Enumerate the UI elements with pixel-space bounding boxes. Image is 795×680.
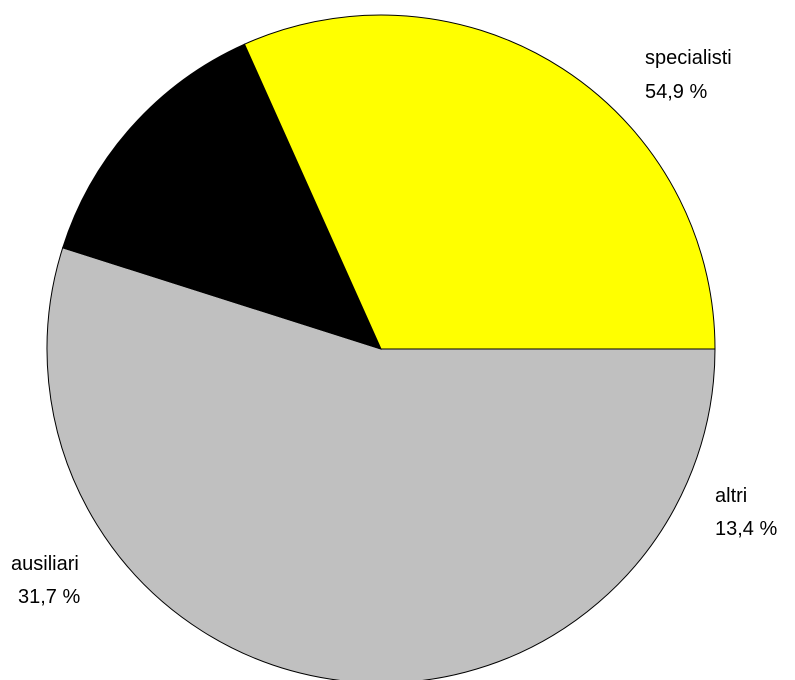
slice-name-label-specialisti: specialisti bbox=[645, 47, 732, 69]
pie-slice-altri bbox=[62, 43, 382, 350]
slice-name-label-ausiliari: ausiliari bbox=[11, 553, 79, 575]
slice-value-label-altri: 13,4 % bbox=[715, 518, 777, 540]
pie-slice-ausiliari bbox=[243, 14, 716, 350]
slice-value-label-ausiliari: 31,7 % bbox=[18, 586, 80, 608]
pie-slice-specialisti bbox=[46, 247, 716, 680]
pie-slices bbox=[46, 14, 716, 680]
slice-value-label-specialisti: 54,9 % bbox=[645, 81, 707, 103]
slice-name-label-altri: altri bbox=[715, 485, 747, 507]
